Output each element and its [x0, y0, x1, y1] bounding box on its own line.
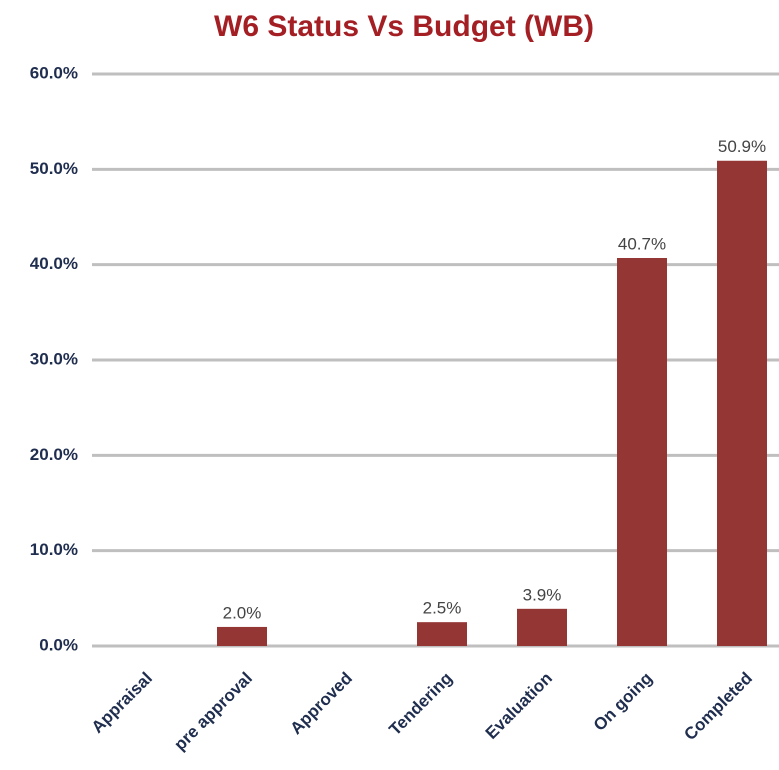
y-tick-label: 50.0%	[30, 159, 78, 178]
x-tick-label: Approved	[286, 669, 356, 739]
y-tick-label: 40.0%	[30, 254, 78, 273]
data-label: 3.9%	[523, 585, 562, 604]
data-label: 50.9%	[718, 137, 766, 156]
data-label: 2.5%	[423, 599, 462, 618]
x-tick-label: Evaluation	[482, 669, 556, 743]
y-tick-label: 30.0%	[30, 349, 78, 368]
y-tick-label: 60.0%	[30, 63, 78, 82]
y-tick-label: 0.0%	[39, 635, 78, 654]
bar	[417, 622, 467, 646]
bar	[717, 160, 767, 646]
x-tick-label: Tendering	[385, 669, 456, 740]
bar	[517, 608, 567, 646]
x-tick-label: Completed	[680, 669, 756, 745]
x-tick-label: Appraisal	[88, 669, 156, 737]
y-tick-label: 10.0%	[30, 540, 78, 559]
bar	[617, 257, 667, 646]
x-tick-label: pre approval	[170, 669, 256, 755]
chart-title: W6 Status Vs Budget (WB)	[214, 10, 594, 43]
data-label: 40.7%	[618, 234, 666, 253]
data-label: 2.0%	[223, 603, 262, 622]
bar	[217, 626, 267, 646]
x-tick-label: On going	[590, 669, 656, 735]
y-tick-label: 20.0%	[30, 445, 78, 464]
